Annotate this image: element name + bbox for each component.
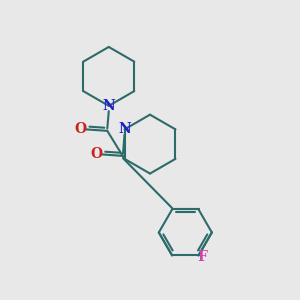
Text: O: O xyxy=(74,122,86,136)
Text: F: F xyxy=(197,250,207,264)
Text: N: N xyxy=(102,99,115,113)
Text: O: O xyxy=(90,147,102,161)
Text: N: N xyxy=(118,122,131,136)
